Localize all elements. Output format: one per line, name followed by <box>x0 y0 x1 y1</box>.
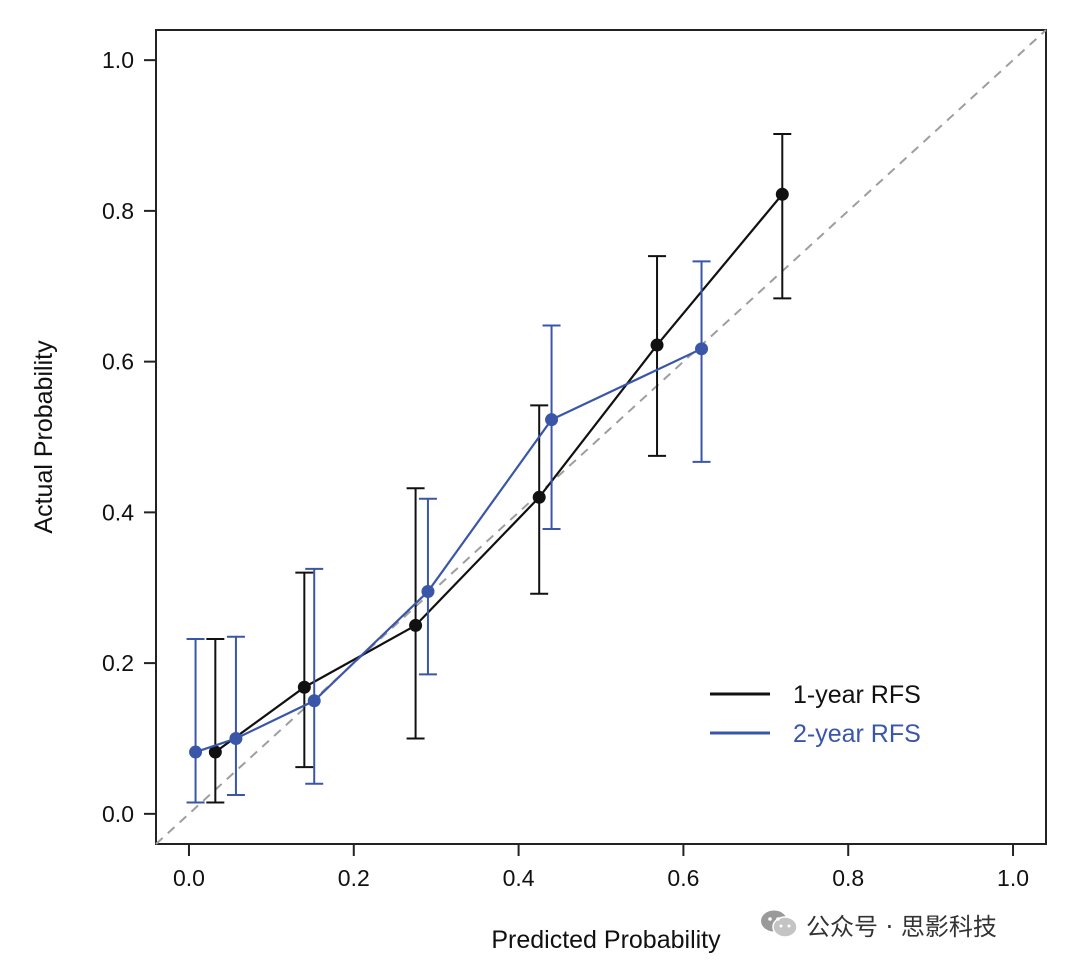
data-point <box>307 694 321 708</box>
y-axis-title: Actual Probability <box>30 340 58 534</box>
series-line <box>214 193 784 753</box>
plot-frame <box>155 29 1047 845</box>
x-tick-label: 0.2 <box>338 865 370 891</box>
data-point <box>229 731 243 745</box>
data-point <box>189 745 203 759</box>
x-tick-label: 1.0 <box>997 865 1029 891</box>
axes: 0.0 0.2 0.4 0.6 0.8 1.0 0.0 0.2 0.4 0.6 0.8 1.0 <box>102 47 1029 891</box>
x-axis-title: Predicted Probability <box>491 926 721 954</box>
y-tick-label: 0.8 <box>102 198 134 224</box>
x-tick-label: 0.0 <box>173 865 205 891</box>
series-1-year-rfs <box>206 133 792 804</box>
data-point <box>421 585 435 599</box>
y-tick-label: 0.0 <box>102 801 134 827</box>
y-tick-label: 0.2 <box>102 650 134 676</box>
data-point <box>208 745 222 759</box>
y-tick-label: 0.6 <box>102 349 134 375</box>
series-2-year-rfs <box>186 260 711 804</box>
legend-label-1-year-rfs: 1-year RFS <box>793 681 921 709</box>
legend-label-2-year-rfs: 2-year RFS <box>793 720 921 748</box>
watermark-text: 公众号 · 思影科技 <box>806 912 997 941</box>
data-point <box>695 342 709 356</box>
data-point <box>297 680 311 694</box>
wechat-icon <box>761 910 798 938</box>
data-point <box>650 338 664 352</box>
data-point <box>775 187 789 201</box>
x-tick-label: 0.8 <box>832 865 864 891</box>
y-tick-label: 1.0 <box>102 47 134 73</box>
watermark: 公众号 · 思影科技 <box>760 906 997 942</box>
series-line <box>195 347 703 754</box>
data-point <box>532 490 546 504</box>
data-point <box>545 413 559 427</box>
x-tick-label: 0.4 <box>503 865 535 891</box>
legend: 1-year RFS 2-year RFS <box>710 681 921 748</box>
data-point <box>409 618 423 632</box>
x-tick-label: 0.6 <box>667 865 699 891</box>
series-group <box>186 133 792 804</box>
y-tick-label: 0.4 <box>102 499 134 525</box>
